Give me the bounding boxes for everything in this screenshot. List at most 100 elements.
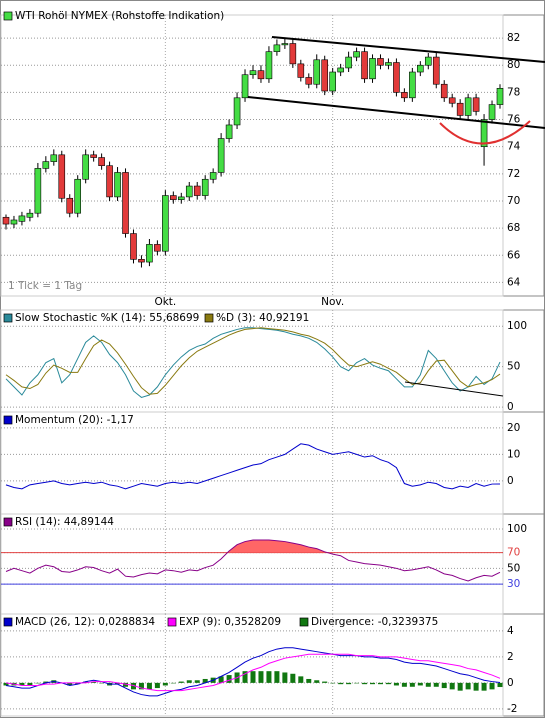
- candle-body: [233, 97, 241, 126]
- candle-body: [185, 185, 193, 198]
- divergence-bar: [138, 682, 144, 690]
- divergence-bar: [274, 671, 280, 683]
- divergence-bar: [266, 671, 272, 683]
- candle-body: [273, 44, 281, 52]
- y-tick-label: 64: [507, 276, 521, 288]
- candle-body: [42, 161, 50, 169]
- candle-body: [146, 244, 153, 263]
- candle-body: [217, 138, 225, 173]
- divergence-bar: [242, 671, 248, 683]
- divergence-bar: [154, 682, 160, 689]
- divergence-bar: [401, 682, 407, 687]
- candle-body: [369, 58, 376, 80]
- legend-swatch: [3, 415, 13, 425]
- candle-body: [66, 197, 74, 214]
- legend-swatch: [3, 313, 13, 323]
- divergence-bar: [449, 682, 455, 690]
- candle-body: [329, 71, 336, 92]
- divergence-bar: [354, 682, 360, 684]
- candle-body: [114, 172, 121, 198]
- indicator-line: [5, 539, 501, 582]
- y-tick-label: 0: [507, 475, 514, 487]
- candle-body: [193, 185, 201, 196]
- legend-label: MACD (26, 12): 0,0288834: [15, 616, 155, 628]
- candle-body: [58, 154, 66, 199]
- legend-swatch: [167, 617, 177, 627]
- candle-body: [98, 157, 105, 166]
- divergence-bar: [83, 681, 89, 683]
- candle-body: [74, 178, 82, 214]
- divergence-bar: [27, 682, 33, 686]
- candle-body: [241, 74, 249, 99]
- legend-swatch: [3, 11, 13, 21]
- divergence-bar: [393, 682, 399, 686]
- candle-body: [385, 62, 392, 66]
- y-tick-label: 70: [507, 547, 520, 559]
- divergence-bar: [322, 681, 328, 683]
- indicator-line: [5, 653, 501, 692]
- divergence-bar: [489, 682, 495, 690]
- candle-body: [154, 244, 161, 252]
- candle-body: [393, 62, 400, 93]
- divergence-bar: [481, 682, 487, 691]
- divergence-bar: [99, 682, 105, 684]
- candle-body: [2, 216, 10, 225]
- candle-body: [209, 172, 217, 180]
- candle-body: [417, 64, 424, 73]
- legend-label: WTI Rohöl NYMEX (Rohstoffe Indikation): [15, 10, 224, 22]
- candle-body: [82, 154, 89, 180]
- plot-frame: [0, 613, 504, 717]
- indicator-line: [5, 443, 501, 490]
- legend-label: Slow Stochastic %K (14): 55,68699: [15, 312, 199, 324]
- divergence-bar: [146, 682, 152, 690]
- divergence-bar: [250, 671, 256, 683]
- legend-label: RSI (14): 44,89144: [15, 516, 114, 528]
- y-tick-label: 10: [507, 448, 520, 460]
- legend-label: EXP (9): 0,3528209: [179, 616, 281, 628]
- candle-body: [281, 43, 289, 46]
- divergence-bar: [202, 678, 208, 683]
- y-tick-label: 30: [507, 578, 520, 590]
- y-tick-label: -2: [507, 703, 517, 715]
- divergence-bar: [346, 682, 352, 685]
- candle-body: [488, 104, 496, 120]
- channel-upper: [271, 36, 545, 63]
- candle-body: [464, 97, 472, 116]
- divergence-bar: [226, 675, 232, 683]
- stoch-trendline: [404, 381, 504, 397]
- candle-body: [201, 178, 209, 196]
- candle-body: [440, 83, 448, 99]
- candle-body: [90, 154, 97, 158]
- divergence-bar: [370, 682, 376, 685]
- candle-body: [26, 212, 34, 218]
- y-tick-label: 100: [507, 320, 527, 332]
- y-tick-label: 2: [507, 651, 514, 663]
- candle-body: [249, 70, 257, 76]
- divergence-bar: [186, 680, 192, 683]
- indicator-line: [5, 647, 501, 697]
- divergence-bar: [115, 682, 121, 685]
- candle-body: [377, 58, 384, 66]
- candle-body: [265, 51, 273, 80]
- candle-body: [106, 165, 113, 198]
- divergence-bar: [298, 676, 304, 683]
- divergence-bar: [457, 682, 463, 691]
- legend-swatch: [204, 313, 214, 323]
- divergence-bar: [75, 682, 81, 685]
- candle-body: [456, 102, 464, 116]
- candle-body: [448, 97, 456, 104]
- y-tick-label: 80: [507, 59, 520, 71]
- divergence-bar: [425, 682, 431, 687]
- divergence-bar: [123, 682, 129, 687]
- divergence-bar: [441, 682, 447, 689]
- candle-body: [361, 51, 368, 80]
- candle-body: [409, 71, 416, 99]
- candle-body: [432, 56, 440, 85]
- legend-swatch: [3, 617, 13, 627]
- divergence-bar: [130, 682, 136, 690]
- channel-lower: [247, 96, 545, 129]
- divergence-bar: [3, 682, 9, 686]
- candle-body: [337, 67, 344, 73]
- candle-body: [257, 70, 265, 80]
- divergence-bar: [330, 682, 336, 684]
